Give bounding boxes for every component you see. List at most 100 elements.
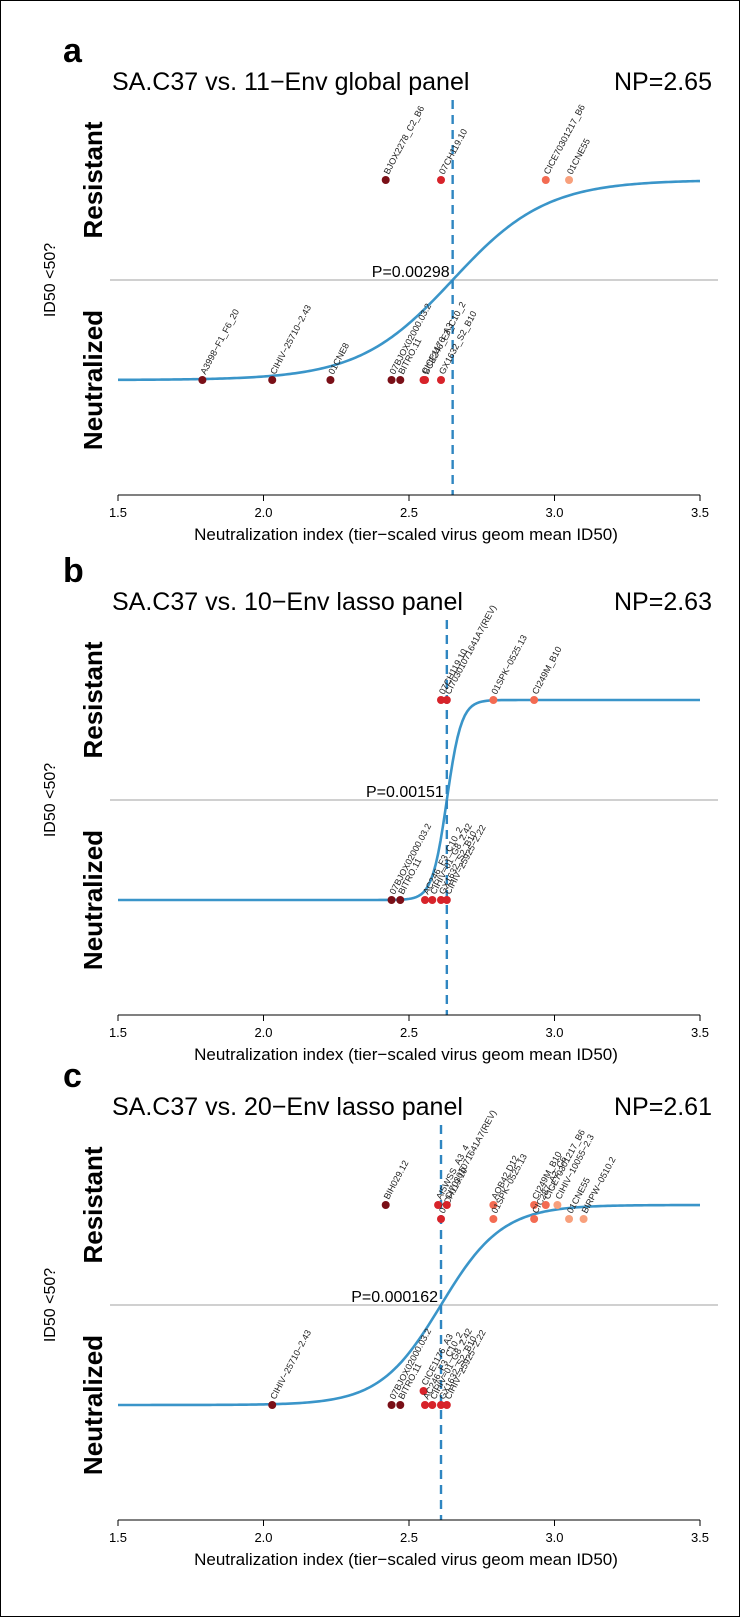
np-label: NP=2.65 bbox=[614, 68, 712, 96]
data-point bbox=[421, 376, 430, 384]
ylabel-neutralized: Neutralized bbox=[78, 310, 108, 450]
data-point bbox=[396, 896, 405, 904]
panel-a: a SA.C37 vs. 11−Env global panel NP=2.65 Re… bbox=[42, 32, 718, 544]
point-label: CI70301071641A7(REV) bbox=[443, 603, 499, 696]
data-point bbox=[489, 696, 498, 704]
chart-title: SA.C37 vs. 10−Env lasso panel bbox=[112, 588, 463, 616]
point-label: BJOX2278_C2_B6 bbox=[382, 104, 427, 176]
x-tick-label: 2.0 bbox=[254, 1530, 272, 1545]
chart-title: SA.C37 vs. 11−Env global panel bbox=[112, 68, 469, 96]
data-point bbox=[489, 1215, 498, 1223]
data-point bbox=[326, 376, 335, 384]
x-tick-label: 3.5 bbox=[691, 505, 709, 520]
data-point bbox=[437, 896, 446, 904]
point-label: CIHIV−25710−2.43 bbox=[268, 303, 313, 376]
data-point bbox=[565, 1215, 574, 1223]
x-tick-label: 2.0 bbox=[254, 1025, 272, 1040]
data-point bbox=[579, 1215, 588, 1223]
x-tick-label: 2.5 bbox=[400, 1530, 418, 1545]
point-label: 01CNE55 bbox=[565, 137, 592, 176]
y-axis-label: ID50 <50? bbox=[42, 243, 59, 317]
ylabel-resistant: Resistant bbox=[78, 641, 108, 758]
x-tick-label: 1.5 bbox=[109, 1530, 127, 1545]
panel-b: b SA.C37 vs. 10−Env lasso panel NP=2.63 Res… bbox=[42, 552, 718, 1064]
panel-letter: a bbox=[63, 32, 83, 70]
np-label: NP=2.63 bbox=[614, 588, 712, 616]
point-label: CIHIV−25710−2.43 bbox=[268, 1328, 313, 1401]
data-point bbox=[437, 1401, 446, 1409]
point-label: 01CNE8 bbox=[326, 341, 351, 376]
data-point bbox=[541, 1201, 550, 1209]
point-label: CI70301071641A7(REV) bbox=[443, 1108, 499, 1201]
x-tick-label: 3.0 bbox=[545, 1025, 563, 1040]
data-point bbox=[387, 1401, 396, 1409]
x-tick-label: 3.5 bbox=[691, 1025, 709, 1040]
x-tick-label: 3.0 bbox=[545, 1530, 563, 1545]
data-point bbox=[421, 1401, 430, 1409]
point-label: CI249M_B10 bbox=[530, 645, 563, 696]
data-point bbox=[437, 176, 446, 184]
x-tick-label: 2.0 bbox=[254, 505, 272, 520]
data-point bbox=[541, 176, 550, 184]
data-point bbox=[565, 176, 574, 184]
fitted-curve bbox=[118, 1203, 701, 1407]
data-point bbox=[387, 896, 396, 904]
data-point bbox=[421, 896, 430, 904]
panel-letter: c bbox=[63, 1057, 82, 1095]
data-point bbox=[437, 376, 446, 384]
point-label: 01SPK−0525.13 bbox=[489, 633, 529, 696]
data-point bbox=[437, 696, 446, 704]
x-axis-label: Neutralization index (tier−scaled virus … bbox=[194, 1550, 618, 1569]
data-point bbox=[489, 1201, 498, 1209]
data-point bbox=[442, 896, 451, 904]
x-tick-label: 3.0 bbox=[545, 505, 563, 520]
y-axis-label: ID50 <50? bbox=[42, 763, 59, 837]
panel-c: c SA.C37 vs. 20−Env lasso panel NP=2.61 Res… bbox=[42, 1057, 718, 1569]
y-axis-label: ID50 <50? bbox=[42, 1268, 59, 1342]
p-value-label: P=0.00151 bbox=[366, 784, 444, 801]
fitted-curve bbox=[118, 698, 700, 902]
fitted-curve bbox=[117, 179, 701, 382]
data-point bbox=[428, 896, 437, 904]
p-value-label: P=0.000162 bbox=[351, 1289, 438, 1306]
data-point bbox=[419, 1387, 428, 1395]
ylabel-resistant: Resistant bbox=[78, 121, 108, 238]
x-tick-label: 3.5 bbox=[691, 1530, 709, 1545]
data-point bbox=[442, 696, 451, 704]
ylabel-neutralized: Neutralized bbox=[78, 1335, 108, 1475]
x-tick-label: 1.5 bbox=[109, 505, 127, 520]
ylabel-neutralized: Neutralized bbox=[78, 830, 108, 970]
x-axis-label: Neutralization index (tier−scaled virus … bbox=[194, 1045, 618, 1064]
x-tick-label: 2.5 bbox=[400, 505, 418, 520]
np-label: NP=2.61 bbox=[614, 1093, 712, 1121]
x-axis-label: Neutralization index (tier−scaled virus … bbox=[194, 525, 618, 544]
data-point bbox=[530, 696, 539, 704]
data-point bbox=[428, 1401, 437, 1409]
data-point bbox=[268, 376, 277, 384]
data-point bbox=[437, 1215, 446, 1223]
p-value-label: P=0.00298 bbox=[372, 264, 450, 281]
data-point bbox=[387, 376, 396, 384]
chart-title: SA.C37 vs. 20−Env lasso panel bbox=[112, 1093, 463, 1121]
data-point bbox=[381, 176, 390, 184]
x-tick-label: 2.5 bbox=[400, 1025, 418, 1040]
data-point bbox=[553, 1201, 562, 1209]
data-point bbox=[530, 1215, 539, 1223]
x-tick-label: 1.5 bbox=[109, 1025, 127, 1040]
point-label: CICE70301217_B6 bbox=[542, 103, 587, 176]
data-point bbox=[442, 1201, 451, 1209]
data-point bbox=[396, 376, 405, 384]
data-point bbox=[198, 376, 207, 384]
point-label: BIH029.12 bbox=[382, 1159, 411, 1201]
data-point bbox=[434, 1201, 443, 1209]
data-point bbox=[381, 1201, 390, 1209]
data-point bbox=[268, 1401, 277, 1409]
data-point bbox=[530, 1201, 539, 1209]
data-point bbox=[442, 1401, 451, 1409]
point-label: A3998−F1_F6_20 bbox=[198, 307, 241, 376]
data-point bbox=[396, 1401, 405, 1409]
panel-letter: b bbox=[63, 552, 84, 590]
ylabel-resistant: Resistant bbox=[78, 1146, 108, 1263]
